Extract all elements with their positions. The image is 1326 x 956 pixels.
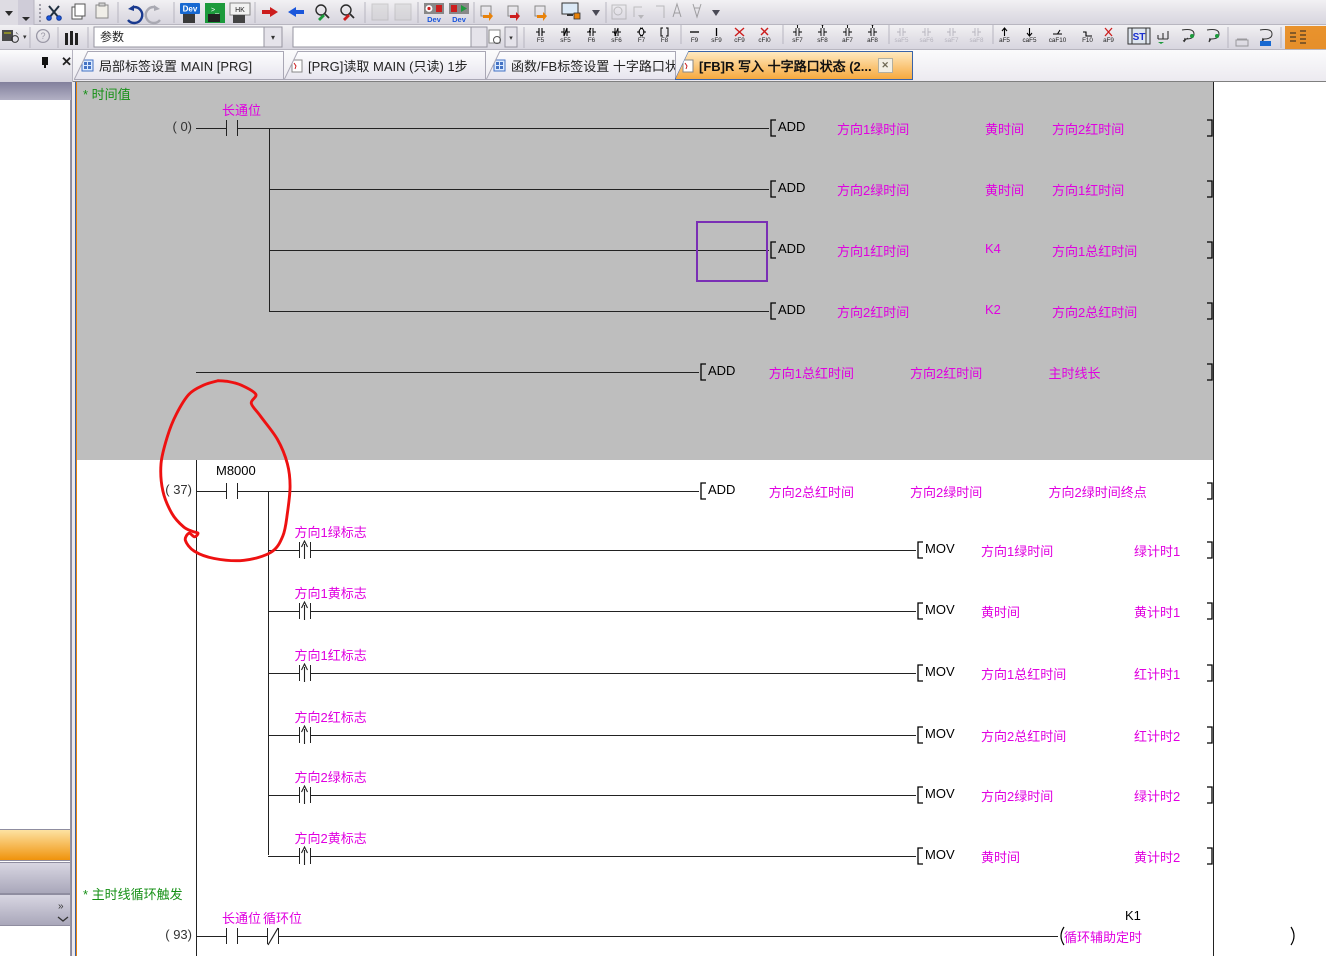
- svg-text:F8: F8: [661, 37, 669, 44]
- svg-text:saF8: saF8: [970, 37, 984, 44]
- svg-text:aF9: aF9: [1103, 37, 1114, 44]
- svg-text:aF8: aF8: [867, 37, 878, 44]
- svg-text:F9: F9: [691, 37, 699, 44]
- svg-text:>_: >_: [211, 7, 219, 14]
- svg-text:aF7: aF7: [842, 37, 853, 44]
- svg-text:参数: 参数: [100, 29, 124, 44]
- svg-text:Dev: Dev: [452, 15, 467, 24]
- svg-text:saF7: saF7: [945, 37, 959, 44]
- svg-text:ST: ST: [1133, 32, 1146, 43]
- svg-text:▾: ▾: [509, 35, 513, 42]
- svg-text:sF9: sF9: [711, 37, 722, 44]
- svg-text:sF8: sF8: [817, 37, 828, 44]
- svg-text:caF5: caF5: [1023, 37, 1037, 44]
- svg-text:F6: F6: [588, 37, 596, 44]
- svg-text:F7: F7: [638, 37, 646, 44]
- svg-text:Dev: Dev: [183, 5, 198, 14]
- svg-text:sF6: sF6: [611, 37, 622, 44]
- svg-text:▾: ▾: [23, 34, 27, 41]
- svg-text:?: ?: [40, 31, 45, 41]
- svg-text:sF7: sF7: [792, 37, 803, 44]
- svg-text:cF9: cF9: [734, 37, 745, 44]
- svg-text:caF10: caF10: [1049, 37, 1067, 44]
- svg-text:▾: ▾: [271, 33, 275, 42]
- svg-text:HK: HK: [235, 7, 245, 14]
- svg-text:saF5: saF5: [895, 37, 909, 44]
- svg-text:»: »: [58, 901, 64, 912]
- svg-text:Dev: Dev: [427, 15, 442, 24]
- svg-text:F10: F10: [1082, 37, 1093, 44]
- svg-text:cFI0: cFI0: [758, 37, 771, 44]
- svg-text:saF6: saF6: [920, 37, 934, 44]
- svg-text:F5: F5: [537, 37, 545, 44]
- svg-text:sF5: sF5: [560, 37, 571, 44]
- svg-text:aF5: aF5: [999, 37, 1010, 44]
